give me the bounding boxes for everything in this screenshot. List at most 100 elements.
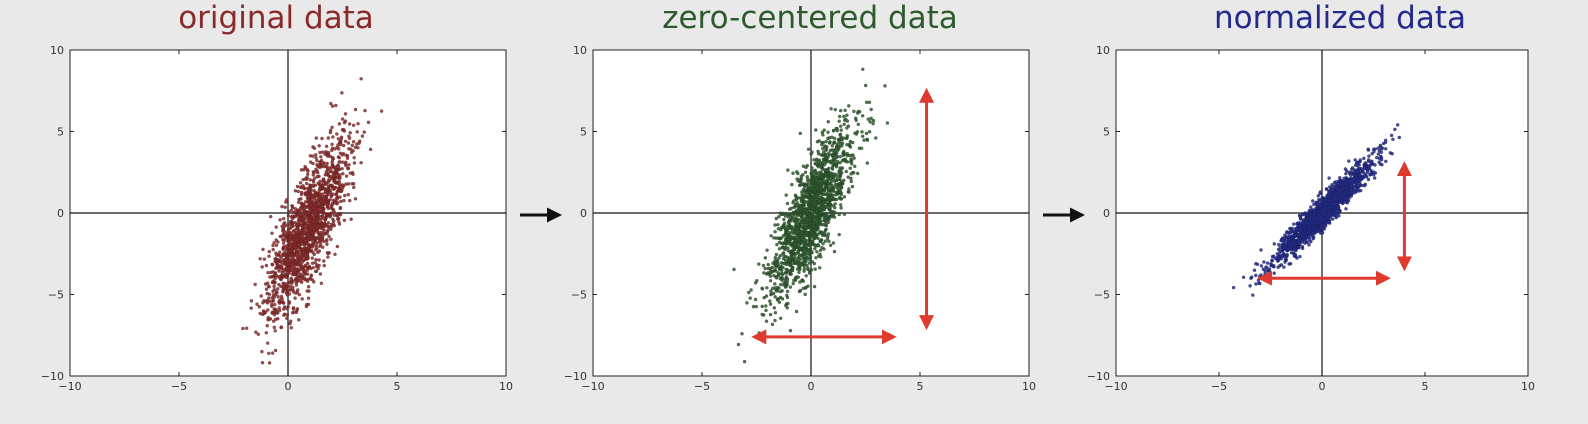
data-point — [786, 215, 791, 219]
data-point — [295, 208, 300, 212]
data-point — [261, 309, 266, 313]
data-point — [323, 199, 327, 204]
data-point — [823, 223, 828, 227]
data-point — [1367, 154, 1371, 158]
data-point — [302, 213, 306, 218]
data-point — [1366, 170, 1370, 174]
data-point — [845, 133, 850, 138]
data-point — [1293, 232, 1297, 237]
data-point — [811, 205, 816, 210]
data-point — [274, 225, 279, 229]
data-point — [1330, 217, 1335, 221]
data-point — [275, 262, 279, 267]
data-point — [786, 219, 791, 224]
data-point — [360, 134, 365, 138]
data-point — [345, 166, 350, 171]
y-tick-label: 10 — [50, 44, 64, 57]
data-point — [1311, 234, 1315, 238]
data-point — [773, 282, 777, 286]
data-point — [317, 195, 321, 200]
data-point — [823, 162, 827, 166]
data-point — [803, 170, 808, 175]
data-point — [771, 261, 775, 266]
data-point — [824, 147, 829, 152]
data-point — [330, 125, 334, 130]
data-point — [324, 212, 329, 216]
data-point — [1324, 208, 1329, 212]
data-point — [262, 257, 267, 261]
data-point — [1333, 201, 1337, 206]
data-point — [775, 285, 780, 290]
data-point — [302, 276, 307, 280]
data-point — [265, 323, 270, 328]
data-point — [379, 109, 384, 113]
data-point — [336, 216, 341, 221]
data-point — [338, 195, 342, 199]
data-point — [305, 175, 310, 180]
data-point — [748, 296, 753, 300]
data-point — [800, 235, 805, 240]
data-point — [322, 221, 327, 226]
data-point — [301, 216, 305, 221]
data-point — [297, 197, 301, 202]
data-point — [770, 322, 775, 327]
data-point — [261, 247, 265, 252]
data-point — [830, 135, 834, 139]
data-point — [264, 263, 269, 268]
data-point — [1310, 220, 1314, 225]
data-point — [333, 180, 337, 185]
data-point — [1344, 206, 1348, 211]
data-point — [1300, 244, 1305, 249]
data-point — [801, 255, 805, 260]
data-point — [342, 198, 346, 203]
data-point — [1309, 205, 1313, 209]
data-point — [338, 160, 342, 164]
data-point — [798, 203, 803, 208]
data-point — [792, 205, 796, 209]
data-point — [309, 273, 314, 278]
data-point — [352, 155, 357, 160]
data-point — [842, 114, 846, 119]
data-point — [793, 227, 798, 232]
data-point — [311, 206, 316, 210]
data-point — [1257, 281, 1261, 286]
data-point — [318, 154, 323, 159]
data-point — [809, 197, 814, 202]
data-point — [1341, 186, 1345, 191]
data-point — [317, 244, 322, 249]
data-point — [807, 249, 812, 254]
data-point — [834, 178, 839, 183]
data-point — [289, 232, 294, 237]
data-point — [797, 183, 802, 188]
data-point — [827, 188, 831, 192]
data-point — [284, 197, 289, 202]
data-point — [1292, 222, 1296, 226]
data-point — [281, 232, 286, 237]
data-point — [777, 240, 782, 245]
data-point — [804, 209, 809, 214]
data-point — [257, 304, 262, 309]
data-point — [812, 261, 817, 266]
data-point — [299, 223, 303, 228]
data-point — [826, 172, 830, 177]
data-point — [347, 122, 352, 126]
data-point — [1378, 144, 1383, 149]
data-point — [295, 267, 300, 271]
data-point — [335, 163, 340, 167]
data-point — [769, 291, 774, 296]
data-point — [1342, 191, 1347, 196]
data-point — [1259, 248, 1263, 252]
data-point — [830, 193, 835, 197]
data-point — [831, 153, 836, 157]
data-point — [297, 216, 302, 221]
data-point — [760, 312, 765, 317]
data-point — [310, 225, 315, 229]
data-point — [781, 225, 786, 230]
data-point — [783, 277, 788, 282]
data-point — [326, 228, 330, 233]
data-point — [249, 299, 254, 303]
data-point — [810, 166, 814, 170]
data-point — [822, 214, 827, 218]
data-point — [1356, 185, 1361, 190]
data-point — [777, 246, 782, 251]
